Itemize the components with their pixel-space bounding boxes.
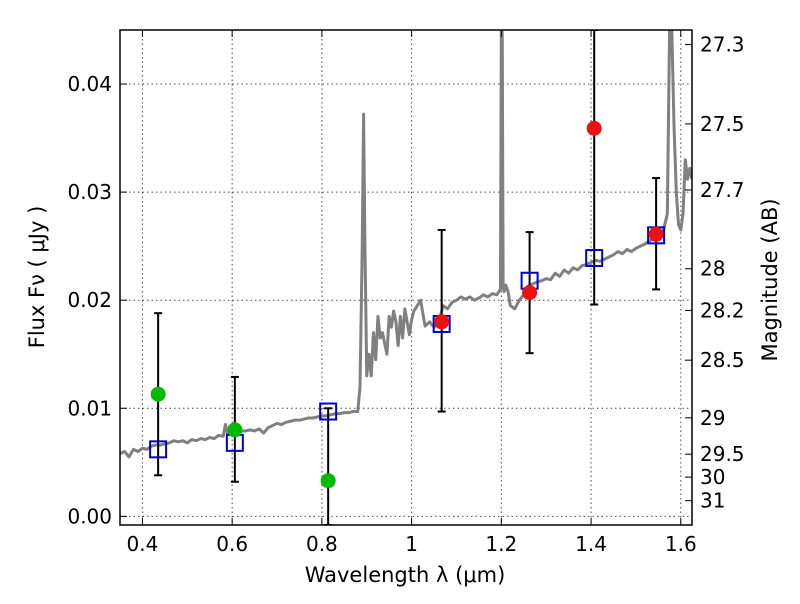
x-tick-label: 1.6 — [665, 532, 697, 556]
right-tick-label: 30 — [700, 465, 725, 489]
y-tick-label: 0.03 — [67, 180, 112, 204]
right-tick-label: 28.5 — [700, 348, 745, 372]
y-tick-label: 0.02 — [67, 288, 112, 312]
right-tick-label: 29.5 — [700, 442, 745, 466]
right-y-axis-label: Magnitude (AB) — [758, 198, 782, 361]
plot-area — [120, 30, 692, 525]
red-point — [586, 120, 602, 136]
model-spectrum-line — [120, 30, 692, 459]
red-point — [522, 285, 538, 301]
x-tick-label: 1 — [405, 532, 418, 556]
y-tick-label: 0.04 — [67, 72, 112, 96]
green-point — [227, 422, 243, 438]
y-axis-label: Flux Fν ( μJy ) — [25, 206, 49, 349]
plot-frame — [119, 29, 693, 526]
y-tick-label: 0.01 — [67, 396, 112, 420]
red-point — [434, 314, 450, 330]
green-point — [320, 473, 336, 489]
square-marker — [149, 440, 168, 459]
square-marker — [585, 249, 604, 268]
x-tick-label: 1.4 — [575, 532, 607, 556]
x-axis-label: Wavelength λ (μm) — [305, 563, 506, 587]
right-tick-label: 29 — [700, 406, 725, 430]
square-marker — [319, 402, 338, 421]
x-tick-label: 0.8 — [306, 532, 338, 556]
x-tick-label: 0.6 — [216, 532, 248, 556]
right-tick-label: 28.2 — [700, 298, 745, 322]
grid — [120, 30, 692, 525]
green-point — [150, 386, 166, 402]
right-tick-label: 31 — [700, 489, 725, 513]
axes: 0.4 0.6 0.8 1 1.2 1.4 1.6 0.00 0.01 0.02 0.03 0.04 2… — [67, 29, 745, 556]
right-tick-label: 27.7 — [700, 178, 745, 202]
x-tick-label: 0.4 — [127, 532, 159, 556]
red-point — [648, 226, 664, 242]
x-tick-label: 1.2 — [485, 532, 517, 556]
y-tick-label: 0.00 — [67, 504, 112, 528]
right-tick-label: 28 — [700, 257, 725, 281]
right-tick-label: 27.5 — [700, 112, 745, 136]
right-tick-label: 27.3 — [700, 33, 745, 57]
